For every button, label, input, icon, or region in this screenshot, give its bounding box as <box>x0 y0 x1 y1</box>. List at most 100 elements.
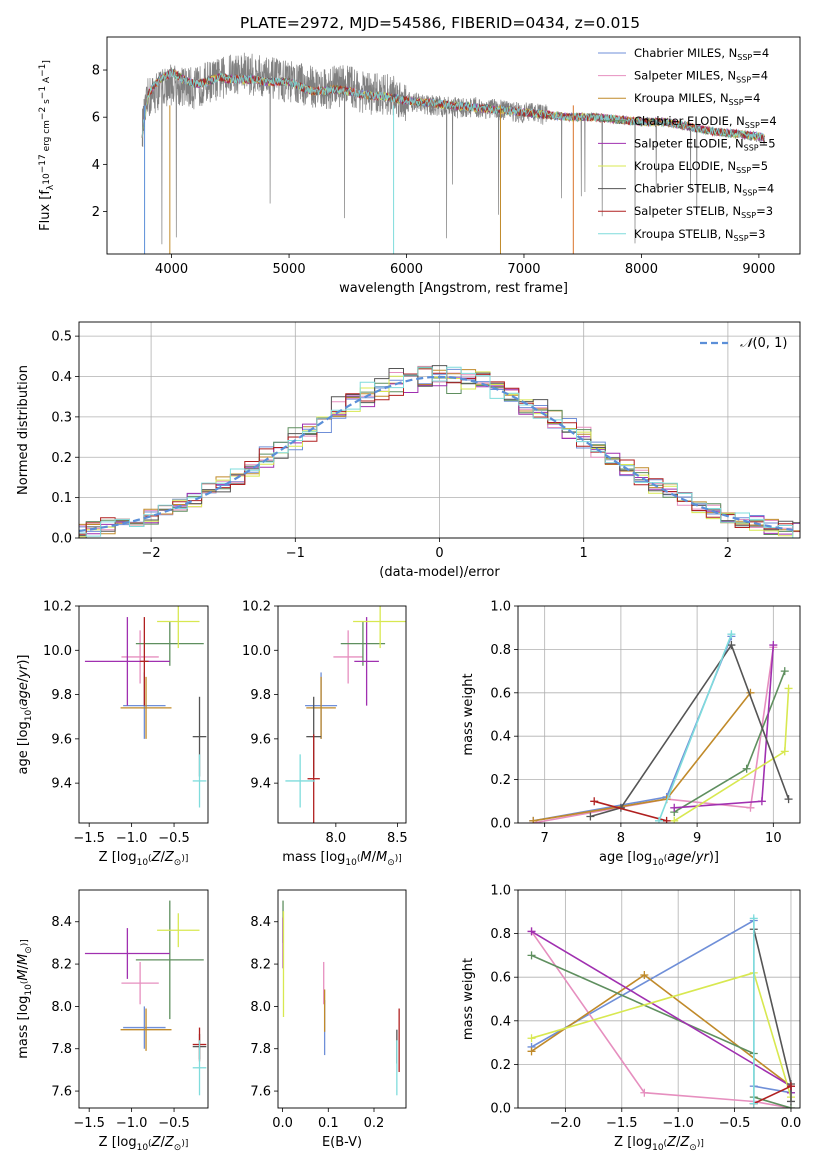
panel-mass-vs-ebv: 0.0 0.1 0.2 7.6 7.8 8.0 8.2 8.4 <box>250 889 407 1131</box>
x-tick-label: 8000 <box>625 262 658 277</box>
y-tick-label: 0.2 <box>490 1058 511 1073</box>
weight-series-kroupa-stelib <box>749 914 758 1108</box>
x-tick-label: 7000 <box>507 262 540 277</box>
panel-spectrum: 4000 5000 6000 7000 8000 9000 2 4 6 8 wavelength [… <box>38 36 801 296</box>
x-tick-label: 7 <box>541 831 549 846</box>
y-tick-label: 4 <box>92 158 100 173</box>
axes-frame <box>78 321 801 539</box>
weight-series-salpeter-miles <box>527 927 795 1108</box>
weight-series-kroupa-stelib <box>655 630 736 823</box>
legend: Chabrier MILES, NSSP=4 Salpeter MILES, NS… <box>598 46 777 243</box>
x-tick-label: −1.5 <box>606 1116 638 1131</box>
x-tick-label: 8.5 <box>387 831 408 846</box>
y-tick-label: 10.0 <box>43 644 72 659</box>
x-tick-label: 0 <box>435 546 443 561</box>
x-tick-label: 9000 <box>742 262 775 277</box>
weight-marker <box>749 1099 758 1108</box>
weight-marker <box>769 641 778 650</box>
x-tick-label: 10 <box>765 831 782 846</box>
weight-line <box>531 971 792 1098</box>
y-axis-label: mass weight <box>461 673 476 755</box>
y-tick-label: 0.6 <box>490 971 511 986</box>
errorbar-point <box>140 617 149 706</box>
axes-frame <box>78 605 209 824</box>
legend-label: Salpeter STELIB, NSSP=3 <box>634 204 773 220</box>
weight-marker <box>586 812 595 821</box>
weight-marker <box>640 1088 649 1097</box>
weight-series-kroupa-miles <box>527 971 795 1091</box>
y-tick-label: 10.0 <box>242 644 271 659</box>
errorbar-point <box>340 621 386 666</box>
weight-marker <box>670 803 679 812</box>
y-tick-label: 0.2 <box>490 773 511 788</box>
weight-marker <box>527 927 536 936</box>
errorbar-point <box>353 606 406 649</box>
weight-marker <box>786 1082 795 1091</box>
x-axis-label: Z [log10(Z/Z⊙)] <box>99 850 189 868</box>
panel-weight-vs-age: 7 8 9 10 0.0 0.2 0.4 0.6 0.8 1.0 age [log10(age/yr… <box>461 600 801 868</box>
y-tick-label: 8.4 <box>250 915 271 930</box>
plot-area <box>529 630 793 823</box>
y-tick-label: 2 <box>92 205 100 220</box>
x-axis-label: age [log10(age/yr)] <box>599 850 719 868</box>
errorbar-point <box>307 734 320 823</box>
x-tick-label: −1.0 <box>116 831 148 846</box>
errorbar-point <box>306 676 336 739</box>
legend-label: Kroupa MILES, NSSP=4 <box>634 91 760 107</box>
weight-marker <box>529 816 538 823</box>
legend-label: Salpeter MILES, NSSP=4 <box>634 69 768 85</box>
y-tick-label: 0.0 <box>490 817 511 832</box>
weight-line <box>533 636 733 822</box>
x-tick-label: −2.0 <box>550 1116 582 1131</box>
weight-marker <box>670 816 679 823</box>
weight-series-chabrier-miles <box>529 632 736 823</box>
y-axis-label: mass weight <box>461 958 476 1040</box>
x-tick-label: 8 <box>617 831 625 846</box>
y-tick-label: 8.2 <box>250 958 271 973</box>
y-tick-label: 0.3 <box>51 410 72 425</box>
weight-series-chabrier-stelib <box>586 641 793 821</box>
y-tick-label: 10.2 <box>242 600 271 615</box>
errorbar-point <box>123 1006 166 1049</box>
errorbar-point <box>120 1008 172 1051</box>
weight-line <box>533 647 775 823</box>
errorbar-point <box>135 621 204 666</box>
y-axis-label: Normed distribution <box>16 365 31 495</box>
y-tick-label: 9.8 <box>51 688 72 703</box>
y-tick-label: 7.6 <box>51 1085 72 1100</box>
panel-residuals: −2 −1 0 1 2 0.0 0.1 0.2 0.3 0.4 0.5 (data-model)/er… <box>16 321 801 580</box>
weight-series-salpeter-stelib <box>590 797 671 823</box>
y-axis-label: age [log10(age/yr)] <box>16 654 34 774</box>
weight-marker <box>742 764 751 773</box>
y-tick-label: 7.8 <box>250 1042 271 1057</box>
x-tick-label: 6000 <box>390 262 423 277</box>
x-tick-label: −2 <box>142 546 161 561</box>
x-tick-label: −1.0 <box>662 1116 694 1131</box>
y-tick-label: 9.4 <box>250 777 271 792</box>
weight-marker <box>590 797 599 806</box>
y-tick-label: 0.5 <box>51 330 72 345</box>
panel-weight-vs-Z: −2.0 −1.5 −1.0 −0.5 0.0 0.0 0.2 0.4 0.6 0.8 1.0 Z [… <box>461 884 801 1154</box>
y-tick-label: 8.2 <box>51 958 72 973</box>
weight-line <box>658 633 733 822</box>
axes-frame <box>277 889 407 1109</box>
legend-label: Chabrier ELODIE, NSSP=4 <box>634 114 777 130</box>
x-tick-label: −1 <box>286 546 305 561</box>
x-axis-label: E(B-V) <box>322 1135 362 1150</box>
weight-marker <box>727 641 736 650</box>
panel-age-vs-Z: −1.5 −1.0 −0.5 9.4 9.6 9.8 10.0 10.2 Z [log10(Z/… <box>16 600 209 868</box>
panel-age-vs-mass: 8.0 8.5 9.4 9.6 9.8 10.0 10.2 mass [log10(M/M⊙)… <box>242 600 408 869</box>
x-tick-label: 2 <box>724 546 732 561</box>
axes-frame <box>517 889 801 1109</box>
weight-line <box>531 954 792 1108</box>
y-axis-label: mass [log10(M/M⊙)] <box>16 939 34 1059</box>
legend-label: Chabrier MILES, NSSP=4 <box>634 46 769 62</box>
x-tick-label: −0.5 <box>158 831 190 846</box>
y-tick-label: 9.6 <box>51 732 72 747</box>
x-axis-label: (data-model)/error <box>379 565 500 580</box>
plot-area <box>285 606 406 823</box>
x-tick-label: −1.0 <box>116 1116 148 1131</box>
axes-frame <box>78 889 209 1109</box>
legend-label: Kroupa ELODIE, NSSP=5 <box>634 159 768 175</box>
weight-marker <box>780 747 789 756</box>
